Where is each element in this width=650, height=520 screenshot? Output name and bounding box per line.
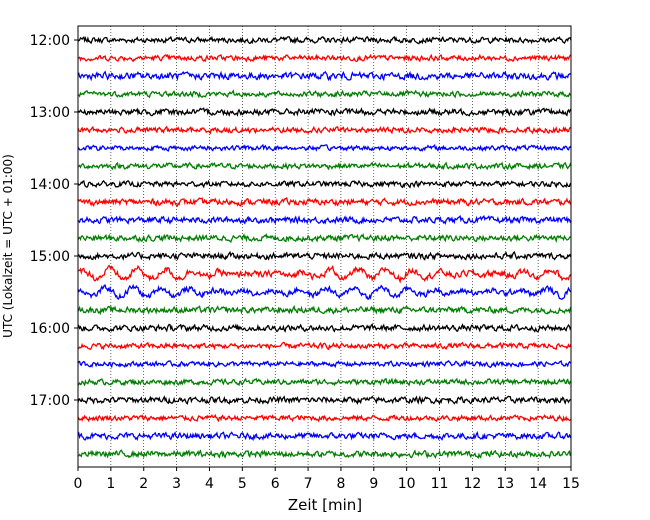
trace-1730 [77, 431, 572, 442]
traces [77, 35, 572, 459]
trace-1500 [77, 250, 572, 261]
x-tick-label: 0 [74, 476, 83, 492]
trace-1715 [77, 413, 572, 423]
trace-1515 [77, 264, 572, 284]
y-tick-label: 15:00 [30, 249, 70, 265]
y-tick-label: 16:00 [30, 321, 70, 337]
y-ticks: 12:00 13:00 14:00 15:00 16:00 17:00 [30, 33, 78, 409]
trace-1445 [77, 232, 572, 244]
x-tick-label: 6 [271, 476, 280, 492]
x-axis-label: Zeit [min] [288, 496, 362, 514]
x-tick-label: 1 [106, 476, 115, 492]
trace-1200 [77, 35, 572, 45]
trace-1215 [77, 53, 572, 63]
trace-1745 [78, 449, 572, 459]
x-tick-label: 14 [529, 476, 547, 492]
x-tick-label: 5 [238, 476, 247, 492]
trace-1345 [77, 161, 572, 171]
y-tick-label: 14:00 [30, 177, 70, 193]
trace-1630 [77, 359, 572, 369]
x-tick-label: 7 [304, 476, 313, 492]
x-tick-label: 11 [431, 476, 449, 492]
trace-1315 [77, 125, 572, 135]
trace-1545 [77, 304, 572, 316]
y-tick-label: 13:00 [30, 105, 70, 121]
trace-1400 [77, 179, 572, 189]
trace-1300 [77, 107, 572, 117]
trace-1645 [77, 377, 572, 387]
y-axis-label: UTC (Lokalzeit = UTC + 01:00) [1, 154, 15, 338]
x-tick-label: 2 [139, 476, 148, 492]
trace-1245 [77, 89, 571, 99]
trace-1230 [77, 70, 572, 82]
x-tick-label: 10 [398, 476, 416, 492]
x-tick-label: 15 [562, 476, 580, 492]
x-tick-label: 3 [172, 476, 181, 492]
x-tick-label: 13 [496, 476, 514, 492]
trace-1530 [77, 283, 572, 301]
x-tick-label: 12 [463, 476, 481, 492]
trace-1700 [77, 395, 572, 405]
trace-1330 [77, 143, 572, 153]
x-tick-label: 9 [369, 476, 378, 492]
x-tick-label: 4 [205, 476, 214, 492]
trace-1600 [77, 323, 572, 333]
y-tick-label: 12:00 [30, 33, 70, 49]
trace-1430 [77, 214, 572, 225]
x-ticks: 0 1 2 3 4 5 6 7 8 9 10 11 12 13 14 15 [74, 467, 580, 492]
trace-1415 [77, 196, 572, 208]
plot-frame [77, 25, 572, 468]
x-tick-label: 8 [336, 476, 345, 492]
y-tick-label: 17:00 [30, 393, 70, 409]
trace-1615 [77, 341, 572, 351]
